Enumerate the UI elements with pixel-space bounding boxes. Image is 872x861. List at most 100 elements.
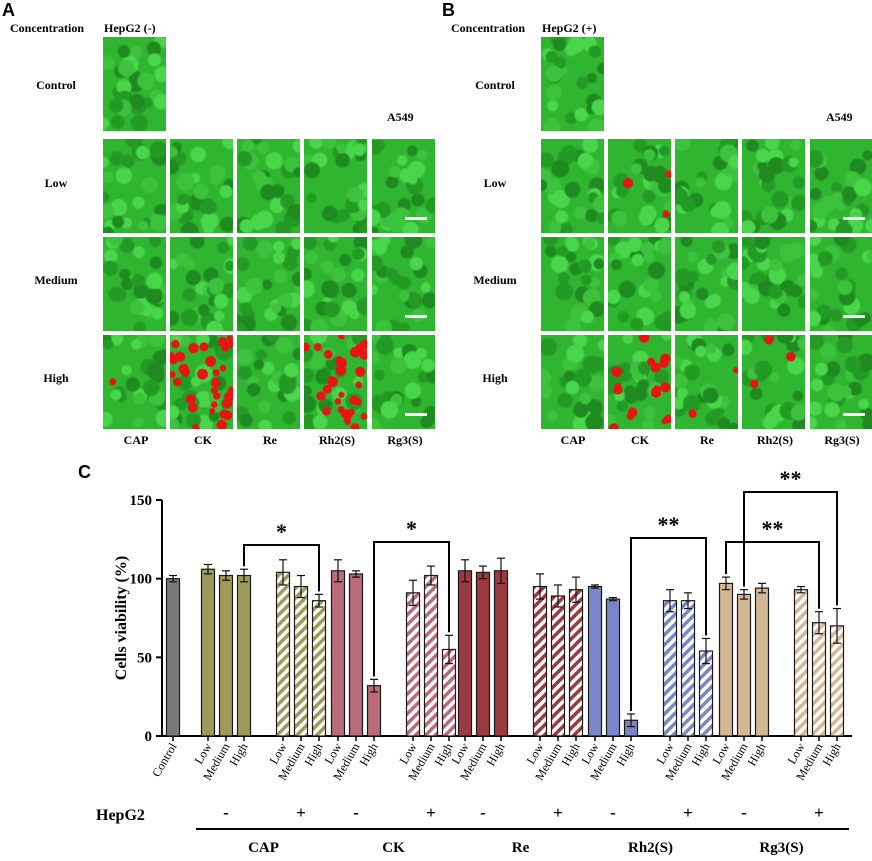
panel-a-col-label-rg3s: Rg3(S) [387,433,423,447]
panel-a-row-label-medium: Medium [34,273,78,287]
group-name: Rh2(S) [628,840,673,856]
scale-bar [843,315,865,318]
panel-a-condition-header: HepG2 (-) [104,21,156,35]
micrograph-low-rh2s [304,139,367,233]
bar-rh2s-minus-low [587,585,603,737]
panel-b-cell-line: A549 [826,110,853,124]
significance-stars: ** [762,516,784,541]
significance-bracket [373,541,450,677]
micrograph-high-ck [608,335,671,429]
y-axis-title: Cells viability (%) [113,556,130,680]
bar-cap-plus-low [275,571,291,737]
panel-c-letter: C [78,462,91,482]
panel-a-col-label-re: Re [263,433,277,447]
micrograph-high-rh2s [742,335,805,429]
micrograph-high-rg3s [810,335,872,429]
bar-rg3s-minus-high [754,587,770,737]
micrograph-low-rh2s [742,139,805,233]
panel-b-letter: B [442,0,455,20]
hepg2-plus: + [814,803,824,822]
panel-b-row-label-control: Control [475,78,515,92]
bar-rh2s-plus-low [662,600,678,737]
bar-re-minus-medium [475,571,491,737]
x-tick-label: High [744,741,768,769]
bar-cap-minus-low [200,568,216,737]
panel-b-col-label-rh2s: Rh2(S) [756,433,793,447]
x-tick-label: High [356,741,380,769]
panel-a-row-label-high: High [43,371,69,385]
x-tick-label: High [819,741,843,769]
micrograph-medium-rg3s [810,237,872,331]
significance-stars: * [406,516,417,541]
panel-b-row-label-medium: Medium [473,273,517,287]
group-name: Re [512,840,530,856]
hepg2-minus: - [223,803,229,822]
micrograph-medium-ck [170,237,233,331]
x-tick-label: High [558,741,582,769]
bar-rh2s-plus-medium [680,600,696,737]
bar-re-minus-low [457,570,473,737]
y-tick-label: 50 [137,650,152,666]
bar-rg3s-minus-medium [736,593,752,737]
micrograph-high-re [675,335,738,429]
bar-rg3s-plus-medium [811,622,827,737]
significance-bracket [630,537,707,711]
bar-rg3s-plus-low [793,589,809,737]
panel-a-col-label-cap: CAP [123,433,149,447]
micrograph-low-cap [541,139,604,233]
hepg2-minus: - [741,803,747,822]
bar-ck-plus-low [405,592,421,737]
panel-b-col-label-cap: CAP [560,433,586,447]
group-name: CAP [248,840,279,856]
group-name: Rg3(S) [759,840,803,856]
panel-a-col-label-ck: CK [194,433,212,447]
micrograph-medium-ck [608,237,671,331]
panel-b-col-label-rg3s: Rg3(S) [824,433,860,447]
micrograph-medium-re [675,237,738,331]
hepg2-plus: + [553,803,563,822]
micrograph-low-cap [103,139,166,233]
panel-a-cell-line: A549 [387,110,414,124]
panel-b-col-label-re: Re [700,433,714,447]
micrograph-high-rh2s [304,335,367,429]
x-tick-label: High [226,741,250,769]
micrograph-low-rg3s [372,139,435,233]
panel-a-letter: A [2,0,15,20]
micrograph-low-ck [170,139,233,233]
bar-rg3s-minus-low [718,582,734,737]
micrograph-control [103,37,166,131]
x-tick-label: High [688,741,712,769]
micrograph-low-rg3s [810,139,872,233]
micrograph-high-cap [103,335,166,429]
micrograph-high-re [237,335,300,429]
bar-re-plus-medium [550,595,566,737]
y-tick-label: 150 [130,493,153,509]
bar-ck-minus-medium [348,573,364,737]
panel-b-condition-header: HepG2 (+) [542,21,597,35]
micrograph-medium-cap [103,237,166,331]
hepg2-minus: - [353,803,359,822]
panel-a-concentration-header: Concentration [10,21,84,35]
scale-bar [405,413,427,416]
bar-re-plus-low [532,585,548,737]
significance-bracket [725,541,820,609]
panel-b-row-label-high: High [482,371,508,385]
micrograph-low-re [675,139,738,233]
scale-bar [405,217,427,220]
hepg2-plus: + [296,803,306,822]
bar-ck-minus-low [330,570,346,737]
micrograph-low-re [237,139,300,233]
scale-bar [843,413,865,416]
micrograph-medium-rh2s [742,237,805,331]
bar-control-minus-control [165,578,181,737]
micrograph-high-rg3s [372,335,435,429]
bar-re-plus-high [568,589,584,737]
y-tick-label: 0 [145,729,153,745]
hepg2-plus: + [426,803,436,822]
significance-stars: ** [780,466,802,491]
panel-a-row-label-low: Low [44,176,68,190]
x-tick-label: Control [149,740,180,779]
panel-b-col-label-ck: CK [631,433,649,447]
significance-bracket [743,491,838,606]
